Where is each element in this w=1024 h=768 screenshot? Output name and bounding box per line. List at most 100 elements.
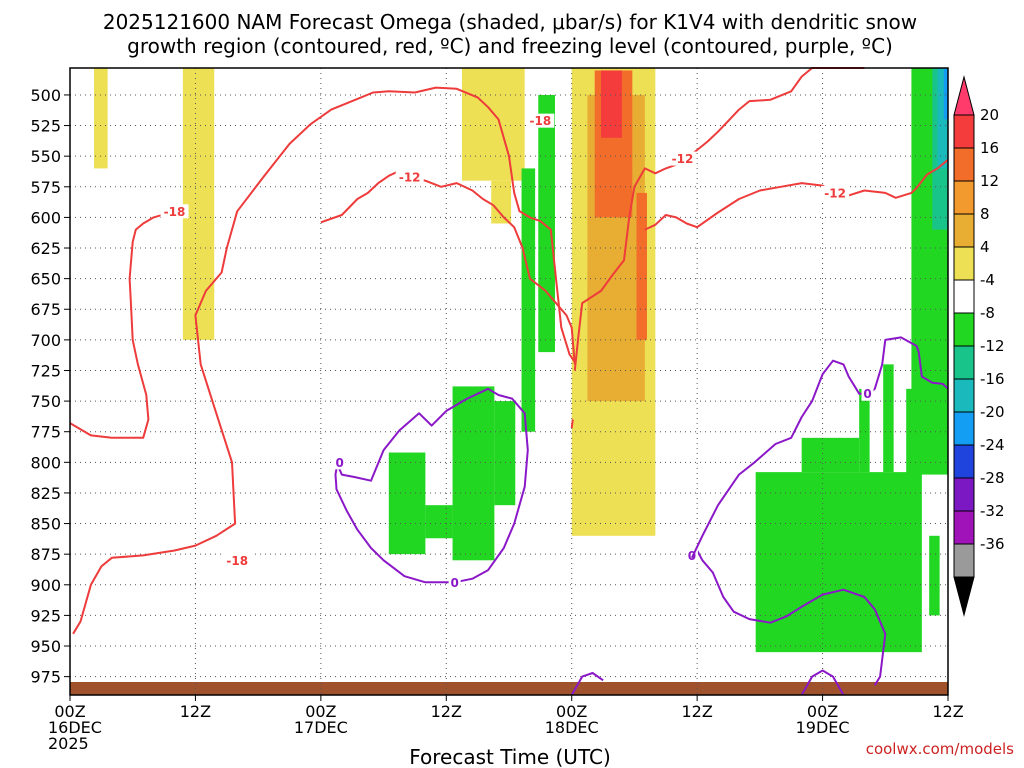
colorbar-label-2: 12 — [980, 172, 999, 190]
y-tick-label-950: 950 — [30, 637, 61, 656]
colorbar-label-5: -4 — [980, 271, 995, 289]
colorbar-label-11: -28 — [980, 469, 1005, 487]
colorbar-label-3: 8 — [980, 205, 990, 223]
y-tick-label-650: 650 — [30, 270, 61, 289]
colorbar-label-9: -20 — [980, 403, 1005, 421]
x-tick-label-5-1: 12Z — [681, 702, 712, 721]
ground-terrain — [70, 682, 948, 695]
y-tick-label-625: 625 — [30, 239, 61, 258]
omega-cell-15 — [755, 472, 922, 653]
dendritic-contour-label-bg-0-0 — [223, 553, 252, 568]
dendritic-contour-label-0-1: -18 — [530, 114, 552, 128]
freezing-contour-label-bg-0-0 — [333, 455, 346, 470]
omega-cell-0 — [94, 68, 108, 169]
omega-cell-11 — [388, 452, 426, 555]
x-tick-label-7-1: 12Z — [932, 702, 963, 721]
colorbar: 20 16 12 8 4 -4 -8 -12 -16 -20 -24 -28 -32 -36 — [953, 75, 1005, 617]
omega-cell-13 — [452, 386, 495, 561]
omega-cell-7 — [600, 70, 622, 138]
omega-cell-23 — [937, 68, 948, 169]
colorbar-swatch-4 — [953, 213, 975, 248]
colorbar-label-8: -16 — [980, 370, 1005, 388]
dendritic-contour-label-bg-3-0 — [668, 151, 697, 166]
omega-cell-12 — [425, 505, 453, 539]
omega-cell-14 — [494, 401, 516, 506]
x-tick-label-4-2: 18DEC — [545, 718, 599, 737]
y-tick-label-800: 800 — [30, 453, 61, 472]
freezing-contour-label-2-0: 0 — [863, 387, 871, 401]
freezing-contour-label-0-0: 0 — [335, 456, 343, 470]
omega-cell-16 — [801, 437, 860, 473]
y-tick-label-975: 975 — [30, 668, 61, 687]
x-tick-label-3-1: 12Z — [431, 702, 462, 721]
colorbar-label-6: -8 — [980, 304, 995, 322]
dendritic-contour-line-1 — [69, 210, 175, 439]
y-tick-label-675: 675 — [30, 300, 61, 319]
colorbar-swatch-2 — [953, 147, 975, 182]
y-tick-label-850: 850 — [30, 515, 61, 534]
omega-cell-2 — [461, 68, 525, 181]
colorbar-label-4: 4 — [980, 238, 990, 256]
y-tick-label-575: 575 — [30, 178, 61, 197]
y-tick-label-900: 900 — [30, 576, 61, 595]
y-tick-label-700: 700 — [30, 331, 61, 350]
freezing-contour-line-4 — [800, 669, 845, 696]
ground-band — [70, 682, 948, 695]
colorbar-bottom-triangle — [953, 576, 975, 617]
chart-title-line2: growth region (contoured, red, ºC) and f… — [127, 34, 893, 58]
colorbar-swatch-12 — [953, 477, 975, 512]
colorbar-label-0: 20 — [980, 106, 999, 124]
y-tick-label-500: 500 — [30, 86, 61, 105]
x-tick-label-4-1: 00Z — [556, 702, 587, 721]
dendritic-contour-line-2 — [320, 169, 576, 365]
colorbar-swatch-13 — [953, 510, 975, 545]
x-tick-label-0-2: 16DEC — [48, 718, 102, 737]
freezing-contour-label-bg-0-1 — [448, 575, 461, 590]
freezing-contour-line-2 — [690, 336, 949, 559]
x-tick-label-2-1: 00Z — [305, 702, 336, 721]
colorbar-label-12: -32 — [980, 502, 1005, 520]
dendritic-contour-line-5 — [570, 419, 574, 429]
x-tick-label-0-1: 00Z — [54, 702, 85, 721]
omega-cell-3 — [491, 180, 512, 224]
dendritic-contour-label-3-0: -12 — [672, 152, 694, 166]
omega-cell-1 — [182, 68, 215, 340]
omega-cell-21 — [929, 535, 940, 616]
omega-cell-10 — [538, 94, 555, 353]
omega-cell-18 — [883, 364, 894, 473]
colorbar-swatch-1 — [953, 114, 975, 149]
dendritic-contour-line-4 — [644, 159, 949, 231]
colorbar-swatch-9 — [953, 378, 975, 413]
freezing-contour-line-3 — [570, 672, 604, 696]
colorbar-top-triangle — [953, 75, 975, 116]
freezing-contour-line-1 — [686, 549, 887, 686]
colorbar-label-1: 16 — [980, 139, 999, 157]
y-tick-label-825: 825 — [30, 484, 61, 503]
dendritic-contour-label-bg-1-0 — [160, 204, 189, 219]
dendritic-contour-label-4-0: -12 — [824, 186, 846, 200]
freezing-contour-line-0 — [334, 387, 529, 584]
colorbar-swatch-6 — [953, 279, 975, 314]
omega-cell-17 — [859, 388, 870, 473]
dendritic-contour-label-0-0: -18 — [226, 554, 248, 568]
dendritic-contour-label-bg-4-0 — [821, 185, 850, 200]
y-tick-label-775: 775 — [30, 423, 61, 442]
y-tick-label-600: 600 — [30, 208, 61, 227]
colorbar-label-10: -24 — [980, 436, 1005, 454]
y-tick-label-750: 750 — [30, 392, 61, 411]
credit-text: coolwx.com/models — [866, 740, 1014, 758]
colorbar-label-13: -36 — [980, 535, 1005, 553]
x-tick-label-1-1: 12Z — [180, 702, 211, 721]
colorbar-label-7: -12 — [980, 337, 1005, 355]
colorbar-swatch-10 — [953, 411, 975, 446]
omega-cell-24 — [943, 68, 948, 120]
colorbar-swatch-14 — [953, 543, 975, 578]
dendritic-contour-label-2-0: -12 — [399, 170, 421, 184]
omega-cell-8 — [636, 192, 647, 340]
dendritic-contour-label-1-0: -18 — [164, 205, 186, 219]
freezing-contour-label-bg-2-0 — [861, 386, 874, 401]
colorbar-swatch-8 — [953, 345, 975, 380]
dendritic-contour-label-bg-0-1 — [526, 113, 555, 128]
